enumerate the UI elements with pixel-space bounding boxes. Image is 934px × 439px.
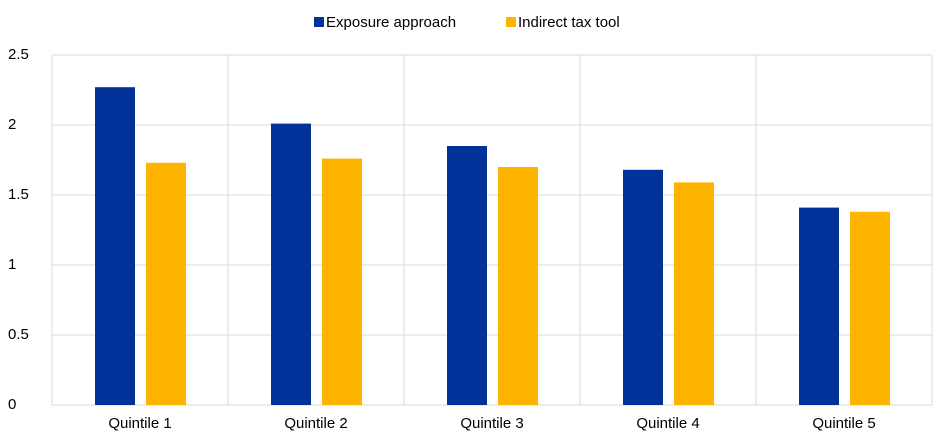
x-tick-label: Quintile 1	[108, 415, 171, 432]
bar	[850, 211, 890, 405]
x-tick-label: Quintile 4	[636, 415, 699, 432]
legend-label: Exposure approach	[326, 14, 456, 31]
x-tick-label: Quintile 2	[284, 415, 347, 432]
bar	[146, 162, 186, 405]
bar	[271, 123, 311, 405]
y-tick-label: 2	[8, 116, 16, 133]
bar	[322, 158, 362, 405]
y-tick-label: 2.5	[8, 46, 29, 63]
bar	[674, 182, 714, 405]
bar	[95, 87, 135, 405]
y-tick-label: 1	[8, 256, 16, 273]
legend-swatch	[314, 17, 324, 27]
y-tick-label: 0	[8, 396, 16, 413]
legend-swatch	[506, 17, 516, 27]
bar	[498, 167, 538, 405]
bar	[799, 207, 839, 405]
legend-label: Indirect tax tool	[518, 14, 620, 31]
y-tick-label: 1.5	[8, 186, 29, 203]
bar	[623, 169, 663, 405]
x-tick-label: Quintile 3	[460, 415, 523, 432]
x-tick-label: Quintile 5	[812, 415, 875, 432]
y-tick-label: 0.5	[8, 326, 29, 343]
bar	[447, 146, 487, 405]
